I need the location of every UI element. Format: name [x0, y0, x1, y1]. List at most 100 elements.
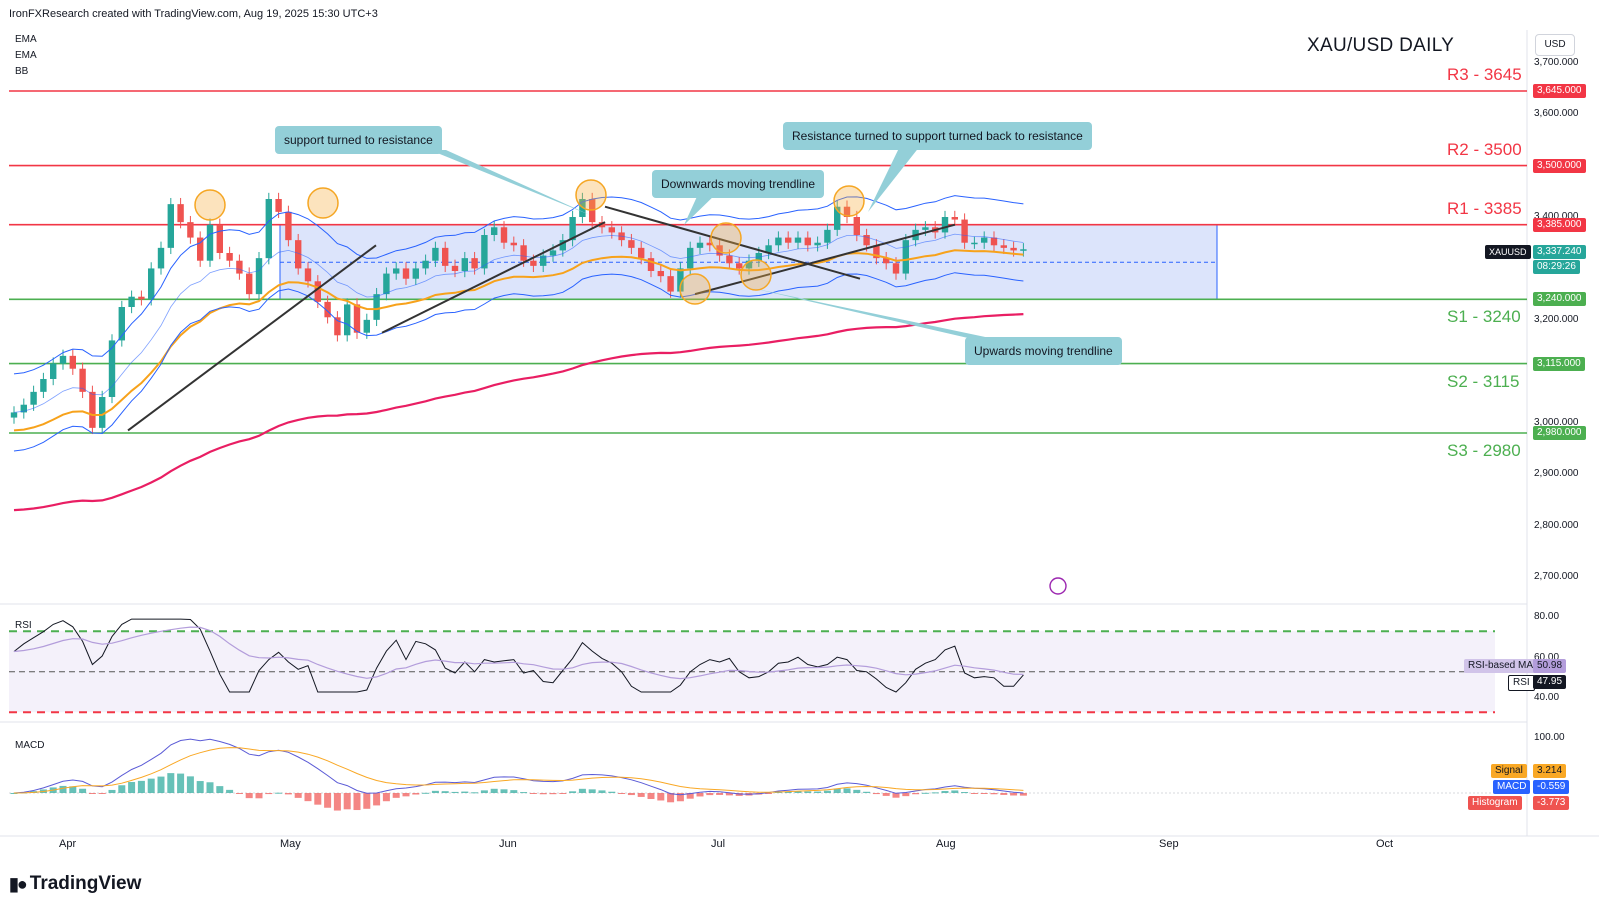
candle-body	[363, 319, 370, 333]
rsi-tick-60: 60.00	[1534, 652, 1560, 663]
histogram-bar	[216, 786, 224, 793]
candle-body	[951, 217, 958, 220]
candle-body	[520, 245, 527, 261]
candle-body	[69, 355, 76, 369]
candle-body	[559, 240, 566, 251]
candle-body	[148, 268, 155, 300]
histogram-bar	[490, 788, 498, 793]
callout-pointer	[752, 288, 990, 338]
candle-body	[344, 304, 351, 336]
time-tick: May	[280, 838, 301, 850]
histogram-bar	[549, 793, 557, 795]
signal-label: Signal	[1491, 764, 1527, 778]
histogram-bar	[196, 781, 204, 793]
indicator-bb[interactable]: BB	[15, 66, 29, 77]
time-tick: Jun	[499, 838, 517, 850]
rsi-ma-label: RSI-based MA	[1464, 659, 1538, 673]
histogram-bar	[794, 791, 802, 793]
signal-value: 3.214	[1533, 764, 1567, 778]
candle-body	[657, 271, 664, 277]
candle-body	[1000, 245, 1007, 248]
candle-body	[677, 268, 684, 292]
macd-pane-label[interactable]: MACD	[15, 740, 45, 751]
histogram-bar	[324, 793, 332, 808]
price-tick: 3,200.000	[1534, 313, 1579, 325]
histogram-bar	[784, 791, 792, 793]
candle-body	[402, 268, 410, 279]
countdown-tag: 08:29:26	[1533, 260, 1580, 274]
histogram-bar	[539, 793, 547, 795]
candle-body	[275, 199, 282, 212]
candle-body	[226, 253, 233, 261]
candle-body	[265, 199, 272, 259]
attribution-text: IronFXResearch created with TradingView.…	[9, 8, 378, 20]
level-label-s1: S1 - 3240	[1447, 307, 1521, 327]
candle-body	[30, 391, 37, 405]
candle-body	[726, 255, 733, 264]
level-tag: 3,645.000	[1533, 84, 1586, 98]
candle-body	[647, 258, 655, 271]
candle-body	[197, 237, 204, 261]
histogram-bar	[804, 791, 812, 793]
currency-button[interactable]: USD	[1535, 34, 1575, 56]
histogram-bar	[686, 793, 694, 799]
level-tag: 3,240.000	[1533, 292, 1586, 307]
alert-icon	[1049, 577, 1067, 595]
histogram-bar	[275, 792, 283, 794]
candle-body	[295, 240, 302, 269]
trendline-4	[694, 223, 956, 296]
rsi-line	[13, 618, 1024, 693]
candle-body	[873, 245, 880, 259]
bollinger-lower	[13, 272, 1024, 452]
candle-body	[99, 397, 106, 428]
candle-body	[40, 379, 47, 392]
histogram-bar	[647, 793, 655, 800]
tradingview-logo: ▮● TradingView	[9, 873, 141, 895]
indicator-ema-1[interactable]: EMA	[15, 34, 37, 45]
highlight-circle	[740, 259, 772, 291]
histogram-bar	[343, 793, 351, 810]
candle-body	[471, 258, 478, 269]
callout-pointer	[868, 146, 920, 212]
indicator-ema-2[interactable]: EMA	[15, 50, 37, 61]
histogram-bar	[863, 791, 871, 793]
candle-body	[775, 237, 782, 246]
candle-body	[804, 237, 811, 246]
candle-body	[941, 217, 949, 233]
candle-body	[696, 242, 704, 248]
time-tick: Jul	[711, 838, 726, 850]
last-price-tag: 3,337.240	[1533, 245, 1586, 259]
time-tick: Oct	[1376, 838, 1394, 850]
histogram-bar	[912, 793, 920, 795]
candle-body	[892, 263, 900, 274]
histogram-bar	[941, 790, 949, 793]
candle-body	[794, 237, 802, 243]
histogram-bar	[314, 793, 322, 805]
candle-body	[314, 281, 321, 302]
histogram-bar	[98, 793, 106, 794]
candle-body	[108, 340, 116, 397]
annotation-downwards-trendline: Downwards moving trendline	[652, 170, 825, 198]
candle-body	[745, 260, 753, 269]
candle-body	[177, 204, 184, 223]
histogram-bar	[382, 793, 390, 802]
histogram-bar	[333, 793, 341, 811]
highlight-circle	[679, 273, 711, 305]
candle-body	[334, 317, 341, 336]
histogram-bar	[765, 793, 773, 794]
histogram-bar	[872, 793, 880, 795]
histogram-bar	[667, 793, 675, 803]
histogram-bar	[618, 793, 626, 794]
price-tick: 2,900.000	[1534, 468, 1579, 480]
histogram-bar	[461, 791, 469, 793]
rsi-pane-label[interactable]: RSI	[15, 620, 32, 631]
level-label-s3: S3 - 2980	[1447, 441, 1521, 460]
price-tick: 3,400.000	[1534, 211, 1579, 222]
histogram-bar	[402, 793, 410, 797]
trendline-1	[127, 244, 377, 432]
candle-body	[540, 255, 547, 266]
candle-body	[255, 258, 263, 295]
candle-body	[765, 245, 772, 253]
histogram-bar	[892, 793, 900, 798]
